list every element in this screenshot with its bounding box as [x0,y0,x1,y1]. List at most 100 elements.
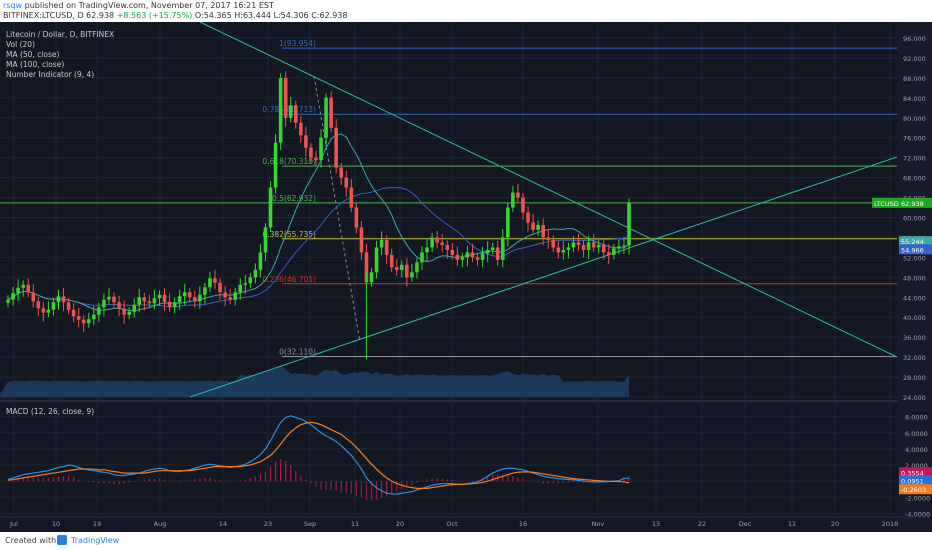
time-tick-label: 11 [788,520,796,528]
candle-body [410,272,414,278]
price-tick-label: 32.000 [903,354,926,362]
candle-body [21,284,25,288]
ma50-price-label: 55.244 [901,238,924,246]
candle-body [26,284,30,293]
time-tick-label: 22 [698,520,706,528]
legend-ma100: MA (100, close) [6,60,65,69]
fib-label: 0.5(62.932) [272,194,316,203]
price-tick-label: 80.000 [903,115,926,123]
candle-body [112,296,116,303]
time-tick-label: 20 [831,520,839,528]
candle-body [46,309,51,313]
candle-body [56,296,61,303]
chart-area[interactable]: 96.000 92.000 88.000 84.000 80.000 76.000 72.0… [0,22,932,532]
candle-body [460,257,465,260]
macd-readout-bg [899,475,932,486]
time-tick-label: 23 [264,520,272,528]
candle-body [354,207,359,228]
candle-body [581,244,586,250]
candle-body [394,267,399,270]
candle-body [591,242,596,248]
tradingview-link[interactable]: TradingView [71,536,120,545]
candle-body [319,137,323,161]
candle-body [495,247,500,260]
candle-body [213,278,217,283]
macd-readout: -0.2603 [901,486,926,494]
candle-body [132,304,137,312]
candle-body [450,249,455,255]
fib-label: 0(32.110) [279,348,316,357]
candle-body [117,302,121,309]
candle-body [223,292,227,298]
candle-body [137,297,142,305]
candle-body [490,247,495,250]
candle-body [551,239,556,248]
candle-body [127,311,131,315]
legend-ma50: MA (50, close) [6,50,60,59]
footer: Created with TradingView [0,532,932,550]
signal-line [7,421,630,490]
fib-label: 0.382(55.735) [262,230,316,239]
candle-body [465,252,470,258]
time-tick-label: 13 [652,520,660,528]
candle-body [405,264,409,278]
candle-body [430,237,434,248]
fib-anchor-line [313,75,361,343]
time-tick-label: Sep [304,520,316,528]
high: H:63.444 [234,11,271,20]
candle-body [293,105,298,123]
candle-body [142,297,147,302]
candle-body [102,299,106,308]
user-link[interactable]: rsqw [3,1,23,10]
price-tick-label: 24.000 [903,394,926,402]
candle-body [258,252,263,270]
time-tick-label: Dec [739,520,752,528]
price-tick-label: 76.000 [903,135,926,143]
candle-body [203,287,207,295]
candle-body [218,282,222,293]
candle-body [445,244,450,250]
price-tick-label: 96.000 [903,35,926,43]
candle-body [66,302,71,310]
price-tick-label: 60.000 [903,214,926,222]
price-tick-label: 92.000 [903,55,926,63]
candle-body [122,308,126,315]
close: C:62.938 [311,11,348,20]
candle-body [147,301,152,304]
candle-body [566,247,571,250]
macd-line [7,415,629,495]
candle-body [97,307,101,315]
candle-body [172,302,177,308]
price-tick-label: 48.000 [903,274,926,282]
ltcusd-label-bg [872,197,900,208]
low: L:54.306 [273,11,309,20]
time-tick-label: 14 [219,520,227,528]
macd-tick-label: 2.0000 [905,462,928,470]
candle-body [475,257,480,260]
time-tick-label: 2018 [882,520,899,528]
tradingview-logo-icon[interactable] [57,535,67,545]
fib-label: 1(93.954) [279,39,316,48]
price-tick-label: 40.000 [903,314,926,322]
candle-body [288,105,293,118]
candle-body [470,252,475,258]
candle-body [76,316,81,320]
macd-tick-label: 4.0000 [905,446,928,454]
candle-body [561,249,566,253]
time-tick-label: 20 [396,520,404,528]
candle-body [107,296,111,300]
candle-body [253,269,258,278]
ma100-price-label: 54.966 [901,246,924,254]
price-axis-background [897,22,932,532]
candle-body [425,247,429,253]
candle-body [167,301,172,308]
legend-vol: Vol (20) [6,40,36,49]
price-tick-label: 84.000 [903,95,926,103]
candle-body [187,292,192,298]
candle-body [263,227,268,253]
candle-body [11,293,15,300]
candle-body [364,252,369,283]
last-price: 62.938 [86,11,115,20]
price-tick-label: 88.000 [903,75,926,83]
macd-tick-label: 8.0000 [905,414,928,422]
